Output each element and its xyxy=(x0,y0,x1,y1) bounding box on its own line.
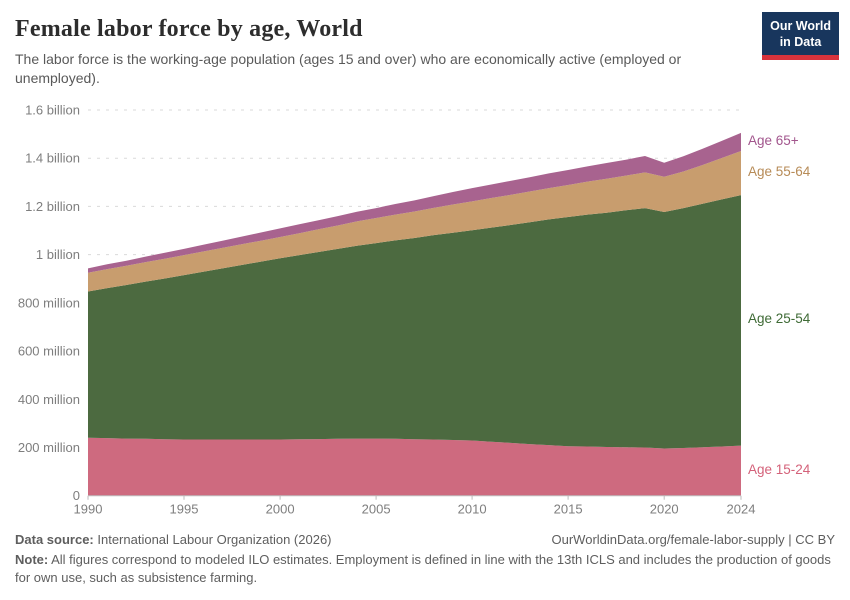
area-age-15-24[interactable] xyxy=(88,437,741,496)
owid-logo-line1: Our World xyxy=(770,19,831,33)
series-label-age-25-54[interactable]: Age 25-54 xyxy=(748,311,811,326)
series-label-age-65[interactable]: Age 65+ xyxy=(748,133,799,148)
chart-note: Note: All figures correspond to modeled … xyxy=(15,551,835,587)
owid-logo-line2: in Data xyxy=(779,35,822,50)
page-title: Female labor force by age, World xyxy=(15,16,363,42)
stacked-area-chart[interactable]: 0 200 million 400 million 600 million 800 mi… xyxy=(0,0,850,530)
note-text: All figures correspond to modeled ILO es… xyxy=(15,552,831,585)
series-label-age-15-24[interactable]: Age 15-24 xyxy=(748,462,811,477)
data-source-text: International Labour Organization (2026) xyxy=(93,532,332,547)
x-axis-tick-label: 1990 xyxy=(74,502,103,517)
attribution: OurWorldinData.org/female-labor-supply |… xyxy=(552,531,835,548)
chart-subtitle: The labor force is the working-age popul… xyxy=(15,51,682,86)
area-age-25-54[interactable] xyxy=(88,195,741,449)
x-axis-tick-label: 2015 xyxy=(554,502,583,517)
y-axis-tick-label: 600 million xyxy=(18,344,80,359)
x-axis-tick-label: 2024 xyxy=(727,502,756,517)
y-axis-tick-label: 1 billion xyxy=(36,247,80,262)
chart-footer: Data source: International Labour Organi… xyxy=(15,531,835,587)
y-axis-tick-label: 1.6 billion xyxy=(25,103,80,118)
license-badge: | CC BY xyxy=(784,532,835,547)
x-axis-tick-label: 2005 xyxy=(362,502,391,517)
y-axis-tick-label: 0 xyxy=(73,488,80,503)
data-source: Data source: International Labour Organi… xyxy=(15,531,332,548)
series-label-age-55-64[interactable]: Age 55-64 xyxy=(748,164,811,179)
x-axis-tick-label: 1995 xyxy=(170,502,199,517)
x-axis-tick-label: 2000 xyxy=(266,502,295,517)
owid-url-link[interactable]: OurWorldinData.org/female-labor-supply xyxy=(551,532,785,547)
owid-logo: Our World in Data xyxy=(762,12,839,60)
area-age-65[interactable] xyxy=(88,132,741,273)
y-axis-tick-label: 1.2 billion xyxy=(25,199,80,214)
note-label: Note: xyxy=(15,552,49,567)
y-axis-tick-label: 800 million xyxy=(18,295,80,310)
area-age-55-64[interactable] xyxy=(88,151,741,292)
y-axis-tick-label: 400 million xyxy=(18,392,80,407)
x-axis-tick-label: 2010 xyxy=(458,502,487,517)
data-source-label: Data source: xyxy=(15,532,94,547)
x-axis-tick-label: 2020 xyxy=(650,502,679,517)
y-axis-tick-label: 200 million xyxy=(18,440,80,455)
y-axis-tick-label: 1.4 billion xyxy=(25,151,80,166)
